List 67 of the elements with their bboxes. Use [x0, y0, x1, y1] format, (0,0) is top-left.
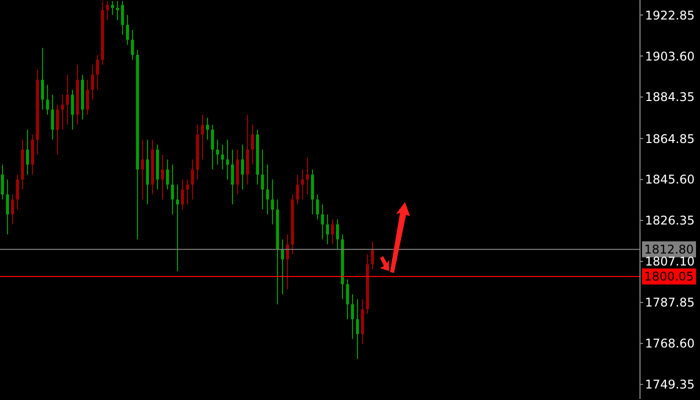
y-tick-label: 1787.85 — [645, 296, 695, 310]
candlestick — [141, 139, 144, 200]
candlestick — [316, 194, 319, 220]
candlestick — [321, 204, 324, 240]
candlestick — [331, 218, 334, 245]
candlestick — [181, 178, 184, 210]
candlestick — [251, 124, 254, 166]
y-tick-label: 1807.10 — [645, 254, 695, 269]
candlestick — [1, 164, 4, 200]
candlestick — [371, 240, 374, 270]
candlestick — [271, 178, 274, 225]
candlestick — [121, 0, 124, 36]
y-tick-label: 1826.35 — [645, 214, 695, 228]
candlestick — [126, 14, 129, 46]
candlestick — [306, 157, 309, 195]
candlestick — [26, 129, 29, 176]
candlestick — [116, 0, 119, 21]
y-tick-label: 1922.85 — [645, 8, 695, 22]
y-tick-label: 1884.35 — [645, 90, 695, 104]
y-tick-label: 1768.60 — [645, 336, 695, 351]
candlestick — [11, 194, 14, 225]
candlestick — [186, 178, 189, 205]
candlestick — [326, 214, 329, 245]
y-tick-label: 1845.60 — [645, 172, 695, 187]
candlestick — [86, 79, 89, 116]
candlestick — [281, 238, 284, 295]
candlestick — [16, 174, 19, 210]
candlestick — [161, 154, 164, 200]
y-tick-label: 1749.35 — [645, 378, 695, 392]
candlestick — [261, 149, 264, 210]
ref-line-label: 1812.80 — [644, 242, 694, 256]
ref-line-label: 1800.05 — [644, 269, 694, 284]
candlestick — [206, 117, 209, 140]
candlestick — [351, 294, 354, 340]
candlestick — [131, 30, 134, 60]
candlestick — [71, 89, 74, 130]
candlestick — [41, 47, 44, 110]
candlestick — [266, 164, 269, 215]
candlestick — [226, 139, 229, 180]
candlestick — [111, 0, 114, 16]
candlestick — [296, 174, 299, 205]
candlestick — [346, 278, 349, 320]
y-tick-label: 1864.85 — [645, 132, 695, 146]
candlestick — [286, 234, 289, 290]
candlestick — [6, 178, 9, 235]
candlestick — [91, 64, 94, 100]
candlestick — [106, 0, 109, 21]
candlestick — [61, 94, 64, 130]
candlestick — [231, 149, 234, 205]
candlestick — [171, 164, 174, 215]
candlestick — [356, 298, 359, 360]
candlestick — [66, 74, 69, 126]
candlestick — [241, 144, 244, 190]
candlestick — [51, 94, 54, 140]
candlestick — [221, 144, 224, 170]
candlestick — [211, 124, 214, 170]
candlestick — [46, 84, 49, 116]
candlestick — [301, 168, 304, 200]
candlestick — [201, 114, 204, 160]
candlestick — [216, 139, 219, 166]
candlestick — [96, 54, 99, 90]
candlestick — [166, 158, 169, 190]
candlestick — [176, 184, 179, 272]
candlestick — [56, 104, 59, 156]
candlestick — [336, 218, 339, 250]
candlestick — [191, 158, 194, 200]
y-tick-label: 1903.60 — [645, 49, 695, 64]
